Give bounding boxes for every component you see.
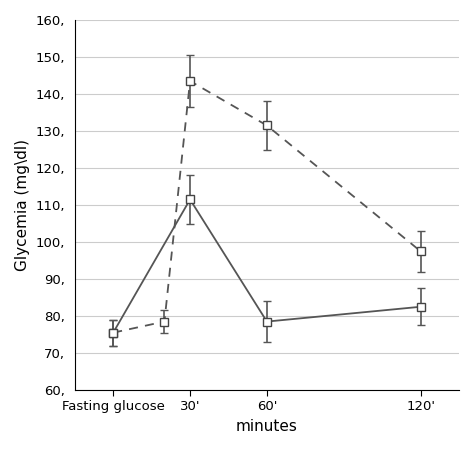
Y-axis label: Glycemia (mg\dl): Glycemia (mg\dl): [15, 139, 30, 271]
X-axis label: minutes: minutes: [236, 419, 298, 434]
